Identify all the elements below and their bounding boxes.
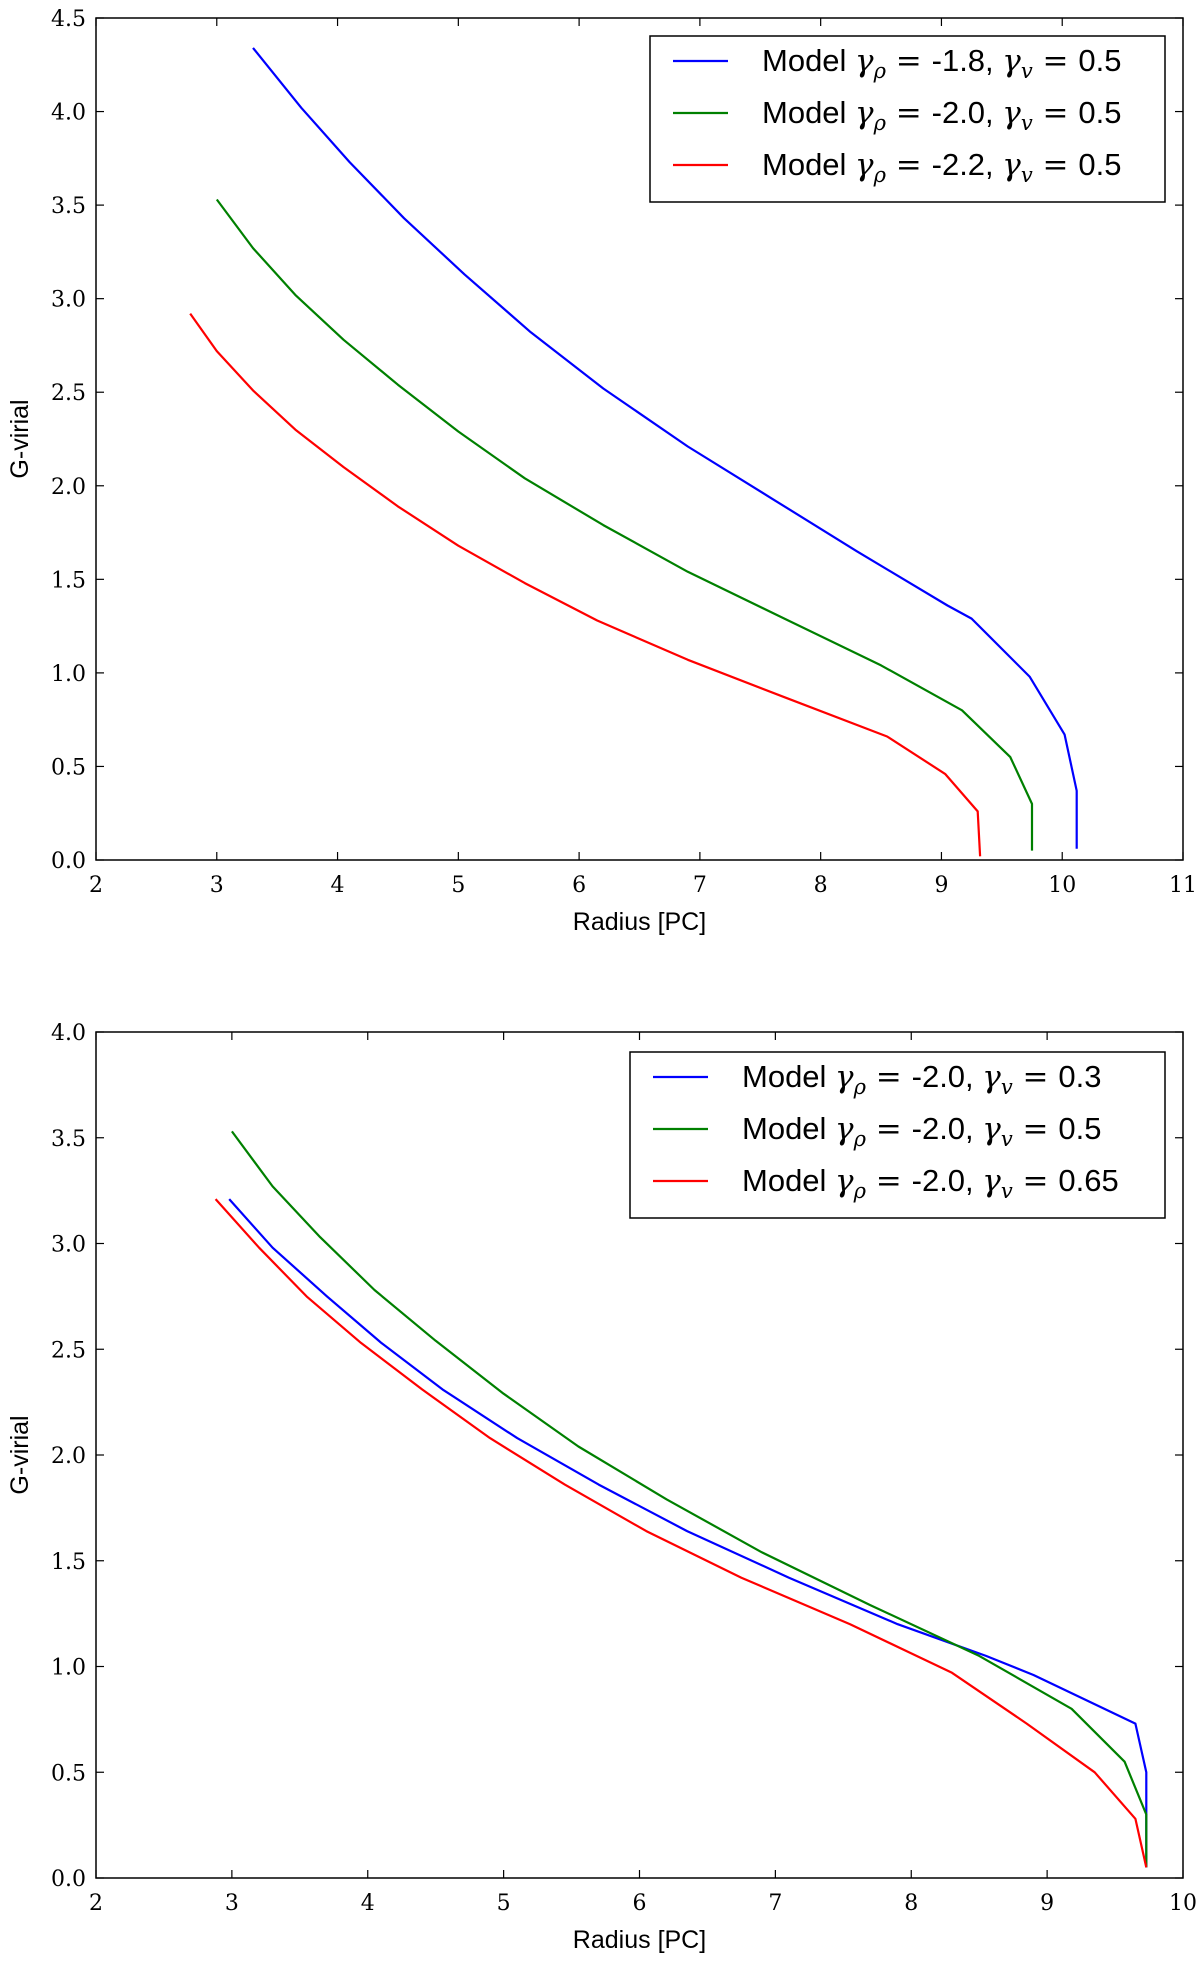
legend-entry: Model γρ = -1.8, γv = 0.5 — [762, 43, 1121, 83]
y-tick-label: 4.0 — [51, 101, 86, 126]
x-tick-label: 10 — [1169, 1891, 1197, 1916]
y-tick-label: 2.0 — [51, 475, 86, 500]
y-tick-label: 4.5 — [51, 7, 86, 32]
y-tick-label: 3.5 — [51, 1127, 86, 1152]
x-tick-label: 10 — [1048, 873, 1076, 898]
y-tick-label: 1.5 — [51, 1550, 86, 1575]
x-tick-label: 6 — [572, 873, 586, 898]
x-axis-label: Radius [PC] — [573, 1926, 706, 1954]
x-tick-label: 5 — [497, 1891, 511, 1916]
legend-box — [649, 35, 1166, 203]
x-tick-label: 3 — [225, 1891, 239, 1916]
x-tick-label: 7 — [693, 873, 707, 898]
x-tick-label: 6 — [633, 1891, 647, 1916]
x-tick-label: 9 — [934, 873, 948, 898]
legend: Model γρ = -2.0, γv = 0.3 Model γρ = -2.0… — [629, 1051, 1166, 1219]
legend: Model γρ = -1.8, γv = 0.5 Model γρ = -2.0… — [649, 35, 1166, 203]
x-axis-label: Radius [PC] — [573, 908, 706, 936]
series-line-1 — [252, 47, 1078, 849]
series-line-3 — [189, 312, 982, 857]
y-tick-label: 3.0 — [51, 1233, 86, 1258]
y-tick-label: 0.0 — [51, 849, 86, 874]
x-tick-label: 11 — [1169, 873, 1197, 898]
y-tick-label: 3.5 — [51, 194, 86, 219]
y-axis-label: G-virial — [6, 1415, 34, 1494]
legend-entry: Model γρ = -2.2, γv = 0.5 — [762, 147, 1121, 187]
y-tick-label: 1.0 — [51, 1656, 86, 1681]
legend-entry: Model γρ = -2.0, γv = 0.65 — [742, 1163, 1119, 1203]
x-tick-label: 4 — [361, 1891, 375, 1916]
series-line-2 — [231, 1130, 1148, 1868]
x-tick-label: 3 — [210, 873, 224, 898]
x-tick-label: 8 — [814, 873, 828, 898]
legend-entry: Model γρ = -2.0, γv = 0.3 — [742, 1059, 1101, 1099]
x-tick-label: 5 — [451, 873, 465, 898]
y-tick-label: 2.0 — [51, 1444, 86, 1469]
y-tick-label: 2.5 — [51, 1338, 86, 1363]
legend-entry: Model γρ = -2.0, γv = 0.5 — [742, 1111, 1101, 1151]
y-tick-label: 3.0 — [51, 288, 86, 313]
y-tick-label: 4.0 — [51, 1021, 86, 1046]
y-tick-label: 0.5 — [51, 1761, 86, 1786]
bottom-chart: 2 3 4 5 6 7 8 9 10 0.0 0.5 1.0 1.5 2.0 2.5 3.0 3.5 4.0 Rad… — [6, 1021, 1197, 1954]
x-tick-label: 7 — [768, 1891, 782, 1916]
y-tick-label: 0.0 — [51, 1867, 86, 1892]
legend-entry: Model γρ = -2.0, γv = 0.5 — [762, 95, 1121, 135]
y-axis-label: G-virial — [6, 399, 34, 478]
legend-box — [629, 1051, 1166, 1219]
x-tick-label: 9 — [1040, 1891, 1054, 1916]
y-tick-label: 0.5 — [51, 755, 86, 780]
y-tick-label: 2.5 — [51, 381, 86, 406]
x-tick-label: 8 — [904, 1891, 918, 1916]
top-chart: 2 3 4 5 6 7 8 9 10 11 0.0 0.5 1.0 1.5 2.0 2.5 3.0 3.5 4.0 4… — [6, 7, 1197, 936]
y-tick-label: 1.5 — [51, 568, 86, 593]
x-tick-label: 2 — [89, 873, 103, 898]
series-line-2 — [215, 198, 1034, 851]
series-line-1 — [228, 1198, 1148, 1868]
plot-frame — [95, 17, 1184, 861]
series-line-3 — [214, 1198, 1148, 1868]
y-tick-label: 1.0 — [51, 662, 86, 687]
x-tick-label: 2 — [89, 1891, 103, 1916]
x-tick-label: 4 — [331, 873, 345, 898]
